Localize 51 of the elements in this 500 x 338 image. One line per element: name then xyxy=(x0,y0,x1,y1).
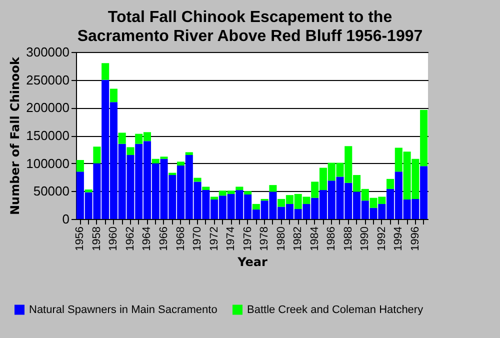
x-tick-label: 1988 xyxy=(342,226,354,251)
bar xyxy=(176,162,185,166)
x-tick-label: 1978 xyxy=(258,226,271,251)
legend-label: Natural Spawners in Main Sacramento xyxy=(29,304,218,316)
bar xyxy=(386,178,394,189)
bar xyxy=(110,88,118,102)
x-tick-label: 1956 xyxy=(74,226,86,251)
y-tick-label: 200000 xyxy=(26,100,70,116)
y-tick-label: 0 xyxy=(62,212,70,226)
x-tick-label: 1960 xyxy=(108,226,120,251)
bar xyxy=(76,160,84,172)
x-tick-label: 1992 xyxy=(376,226,388,251)
y-tick-label: 150000 xyxy=(26,128,70,143)
bar xyxy=(102,63,110,80)
bar xyxy=(202,186,210,190)
bar xyxy=(118,132,126,144)
x-tick-label: 1962 xyxy=(124,226,136,251)
y-axis-title: Number of Fall Chinook xyxy=(8,56,22,216)
x-tick-label: 1994 xyxy=(392,226,405,251)
bar xyxy=(252,204,260,210)
x-tick-label: 1958 xyxy=(90,226,103,251)
bar xyxy=(210,196,218,200)
bar xyxy=(152,158,160,164)
x-tick-label: 1984 xyxy=(308,226,321,251)
y-tick-label: 300000 xyxy=(26,44,70,60)
x-axis-title: Year xyxy=(236,254,268,269)
bar xyxy=(185,152,193,155)
x-tick-label: 1996 xyxy=(409,226,422,251)
y-tick-label: 100000 xyxy=(26,156,70,171)
bar xyxy=(269,185,277,192)
x-tick-label: 1980 xyxy=(275,226,288,251)
bar xyxy=(168,172,176,176)
x-tick-label: 1964 xyxy=(141,226,154,251)
x-tick-label: 1986 xyxy=(326,226,338,251)
y-tick-label: 250000 xyxy=(26,72,70,88)
bar xyxy=(244,191,252,195)
x-tick-label: 1972 xyxy=(208,226,220,251)
legend-label: Battle Creek and Coleman Hatchery xyxy=(247,304,424,316)
bar xyxy=(236,186,244,190)
x-tick-label: 1982 xyxy=(292,226,304,251)
bar xyxy=(84,189,92,192)
y-tick-label: 50000 xyxy=(33,184,70,199)
bar xyxy=(93,146,101,164)
x-tick-label: 1974 xyxy=(225,226,238,251)
bar xyxy=(126,147,134,155)
x-tick-label: 1968 xyxy=(174,226,187,251)
x-tick-label: 1976 xyxy=(242,226,254,251)
x-tick-label: 1966 xyxy=(158,226,170,251)
x-tick-label: 1990 xyxy=(359,226,372,251)
x-tick-label: 1970 xyxy=(192,226,204,251)
chart-title: Total Fall Chinook Escapement to the Sacramento River Above Red Bluff 1956-1997 xyxy=(76,8,424,46)
